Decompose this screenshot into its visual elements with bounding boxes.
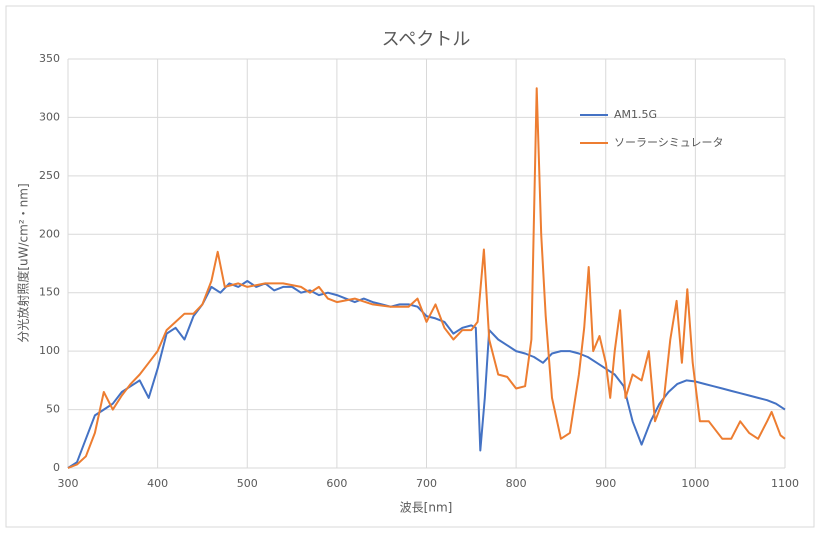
y-tick-label: 100 bbox=[39, 344, 60, 357]
y-tick-label: 300 bbox=[39, 110, 60, 123]
x-tick-label: 1000 bbox=[681, 477, 709, 490]
x-axis-label: 波長[nm] bbox=[400, 501, 453, 515]
chart-title: スペクトル bbox=[382, 29, 471, 50]
x-tick-label: 600 bbox=[326, 477, 347, 490]
x-tick-label: 400 bbox=[147, 477, 168, 490]
y-axis-label: 分光放射照度[uW/cm²・nm] bbox=[16, 183, 31, 342]
x-tick-label: 1100 bbox=[771, 477, 799, 490]
x-tick-label: 500 bbox=[237, 477, 258, 490]
legend-label: AM1.5G bbox=[614, 108, 657, 121]
y-tick-label: 350 bbox=[39, 52, 60, 65]
y-tick-label: 150 bbox=[39, 286, 60, 299]
y-tick-label: 0 bbox=[53, 461, 60, 474]
x-tick-label: 300 bbox=[58, 477, 79, 490]
y-tick-label: 50 bbox=[46, 403, 60, 416]
legend-label: ソーラーシミュレータ bbox=[614, 136, 724, 149]
y-tick-label: 200 bbox=[39, 227, 60, 240]
x-tick-label: 800 bbox=[506, 477, 527, 490]
x-tick-label: 900 bbox=[595, 477, 616, 490]
y-tick-label: 250 bbox=[39, 169, 60, 182]
chart-frame bbox=[5, 5, 815, 528]
x-tick-label: 700 bbox=[416, 477, 437, 490]
series-line bbox=[67, 87, 786, 469]
